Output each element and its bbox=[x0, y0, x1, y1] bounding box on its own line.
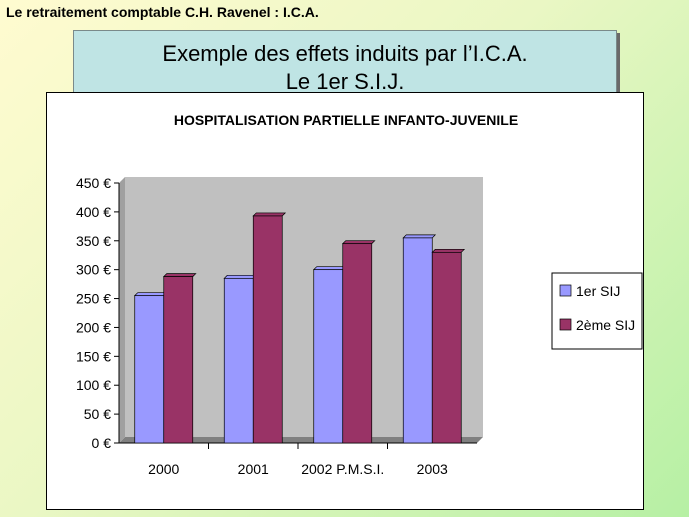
legend-label: 2ème SIJ bbox=[576, 317, 635, 333]
plot-side-wall bbox=[119, 177, 125, 443]
slide-title-line2: Le 1er S.I.J. bbox=[285, 69, 405, 94]
legend-swatch bbox=[559, 284, 572, 297]
y-tick-label: 50 € bbox=[84, 406, 111, 422]
y-tick-label: 0 € bbox=[92, 435, 112, 451]
y-tick-label: 400 € bbox=[76, 204, 111, 220]
x-category-label: 2001 bbox=[238, 461, 269, 477]
plot-floor bbox=[119, 437, 483, 443]
bar-chart: HOSPITALISATION PARTIELLE INFANTO-JUVENI… bbox=[76, 112, 643, 477]
y-tick-label: 200 € bbox=[76, 319, 111, 335]
bar-1er-sij bbox=[223, 277, 254, 444]
bar-top bbox=[402, 234, 437, 239]
x-category-label: 2003 bbox=[417, 461, 448, 477]
x-category-label: 2002 P.M.S.I. bbox=[301, 461, 384, 477]
legend-label: 1er SIJ bbox=[576, 283, 620, 299]
bar-top bbox=[312, 266, 347, 271]
bar-top bbox=[252, 212, 287, 217]
bar-2eme-sij bbox=[252, 215, 283, 444]
slide-title-box: Exemple des effets induits par l’I.C.A. … bbox=[73, 30, 617, 98]
bar-1er-sij bbox=[402, 237, 433, 444]
bar-2eme-sij bbox=[163, 276, 194, 444]
y-tick-label: 100 € bbox=[76, 377, 111, 393]
slide-header: Le retraitement comptable C.H. Ravenel :… bbox=[6, 4, 319, 20]
y-tick-label: 350 € bbox=[76, 233, 111, 249]
y-tick-label: 450 € bbox=[76, 175, 111, 191]
bar-2eme-sij bbox=[342, 243, 373, 444]
bar-1er-sij bbox=[313, 269, 344, 444]
chart-title: HOSPITALISATION PARTIELLE INFANTO-JUVENI… bbox=[174, 112, 518, 128]
y-tick-label: 250 € bbox=[76, 291, 111, 307]
slide-title-line1: Exemple des effets induits par l’I.C.A. bbox=[162, 41, 528, 66]
chart-frame: HOSPITALISATION PARTIELLE INFANTO-JUVENI… bbox=[46, 92, 644, 510]
x-category-label: 2000 bbox=[148, 461, 179, 477]
bar-2eme-sij bbox=[431, 251, 462, 444]
legend-swatch bbox=[559, 318, 572, 331]
bar-top bbox=[162, 273, 197, 277]
bar-top bbox=[341, 240, 376, 245]
bar-top bbox=[431, 248, 466, 253]
y-tick-label: 150 € bbox=[76, 348, 111, 364]
bar-top bbox=[133, 292, 168, 297]
bar-top bbox=[223, 274, 258, 279]
bar-1er-sij bbox=[134, 295, 165, 444]
y-tick-label: 300 € bbox=[76, 262, 111, 278]
